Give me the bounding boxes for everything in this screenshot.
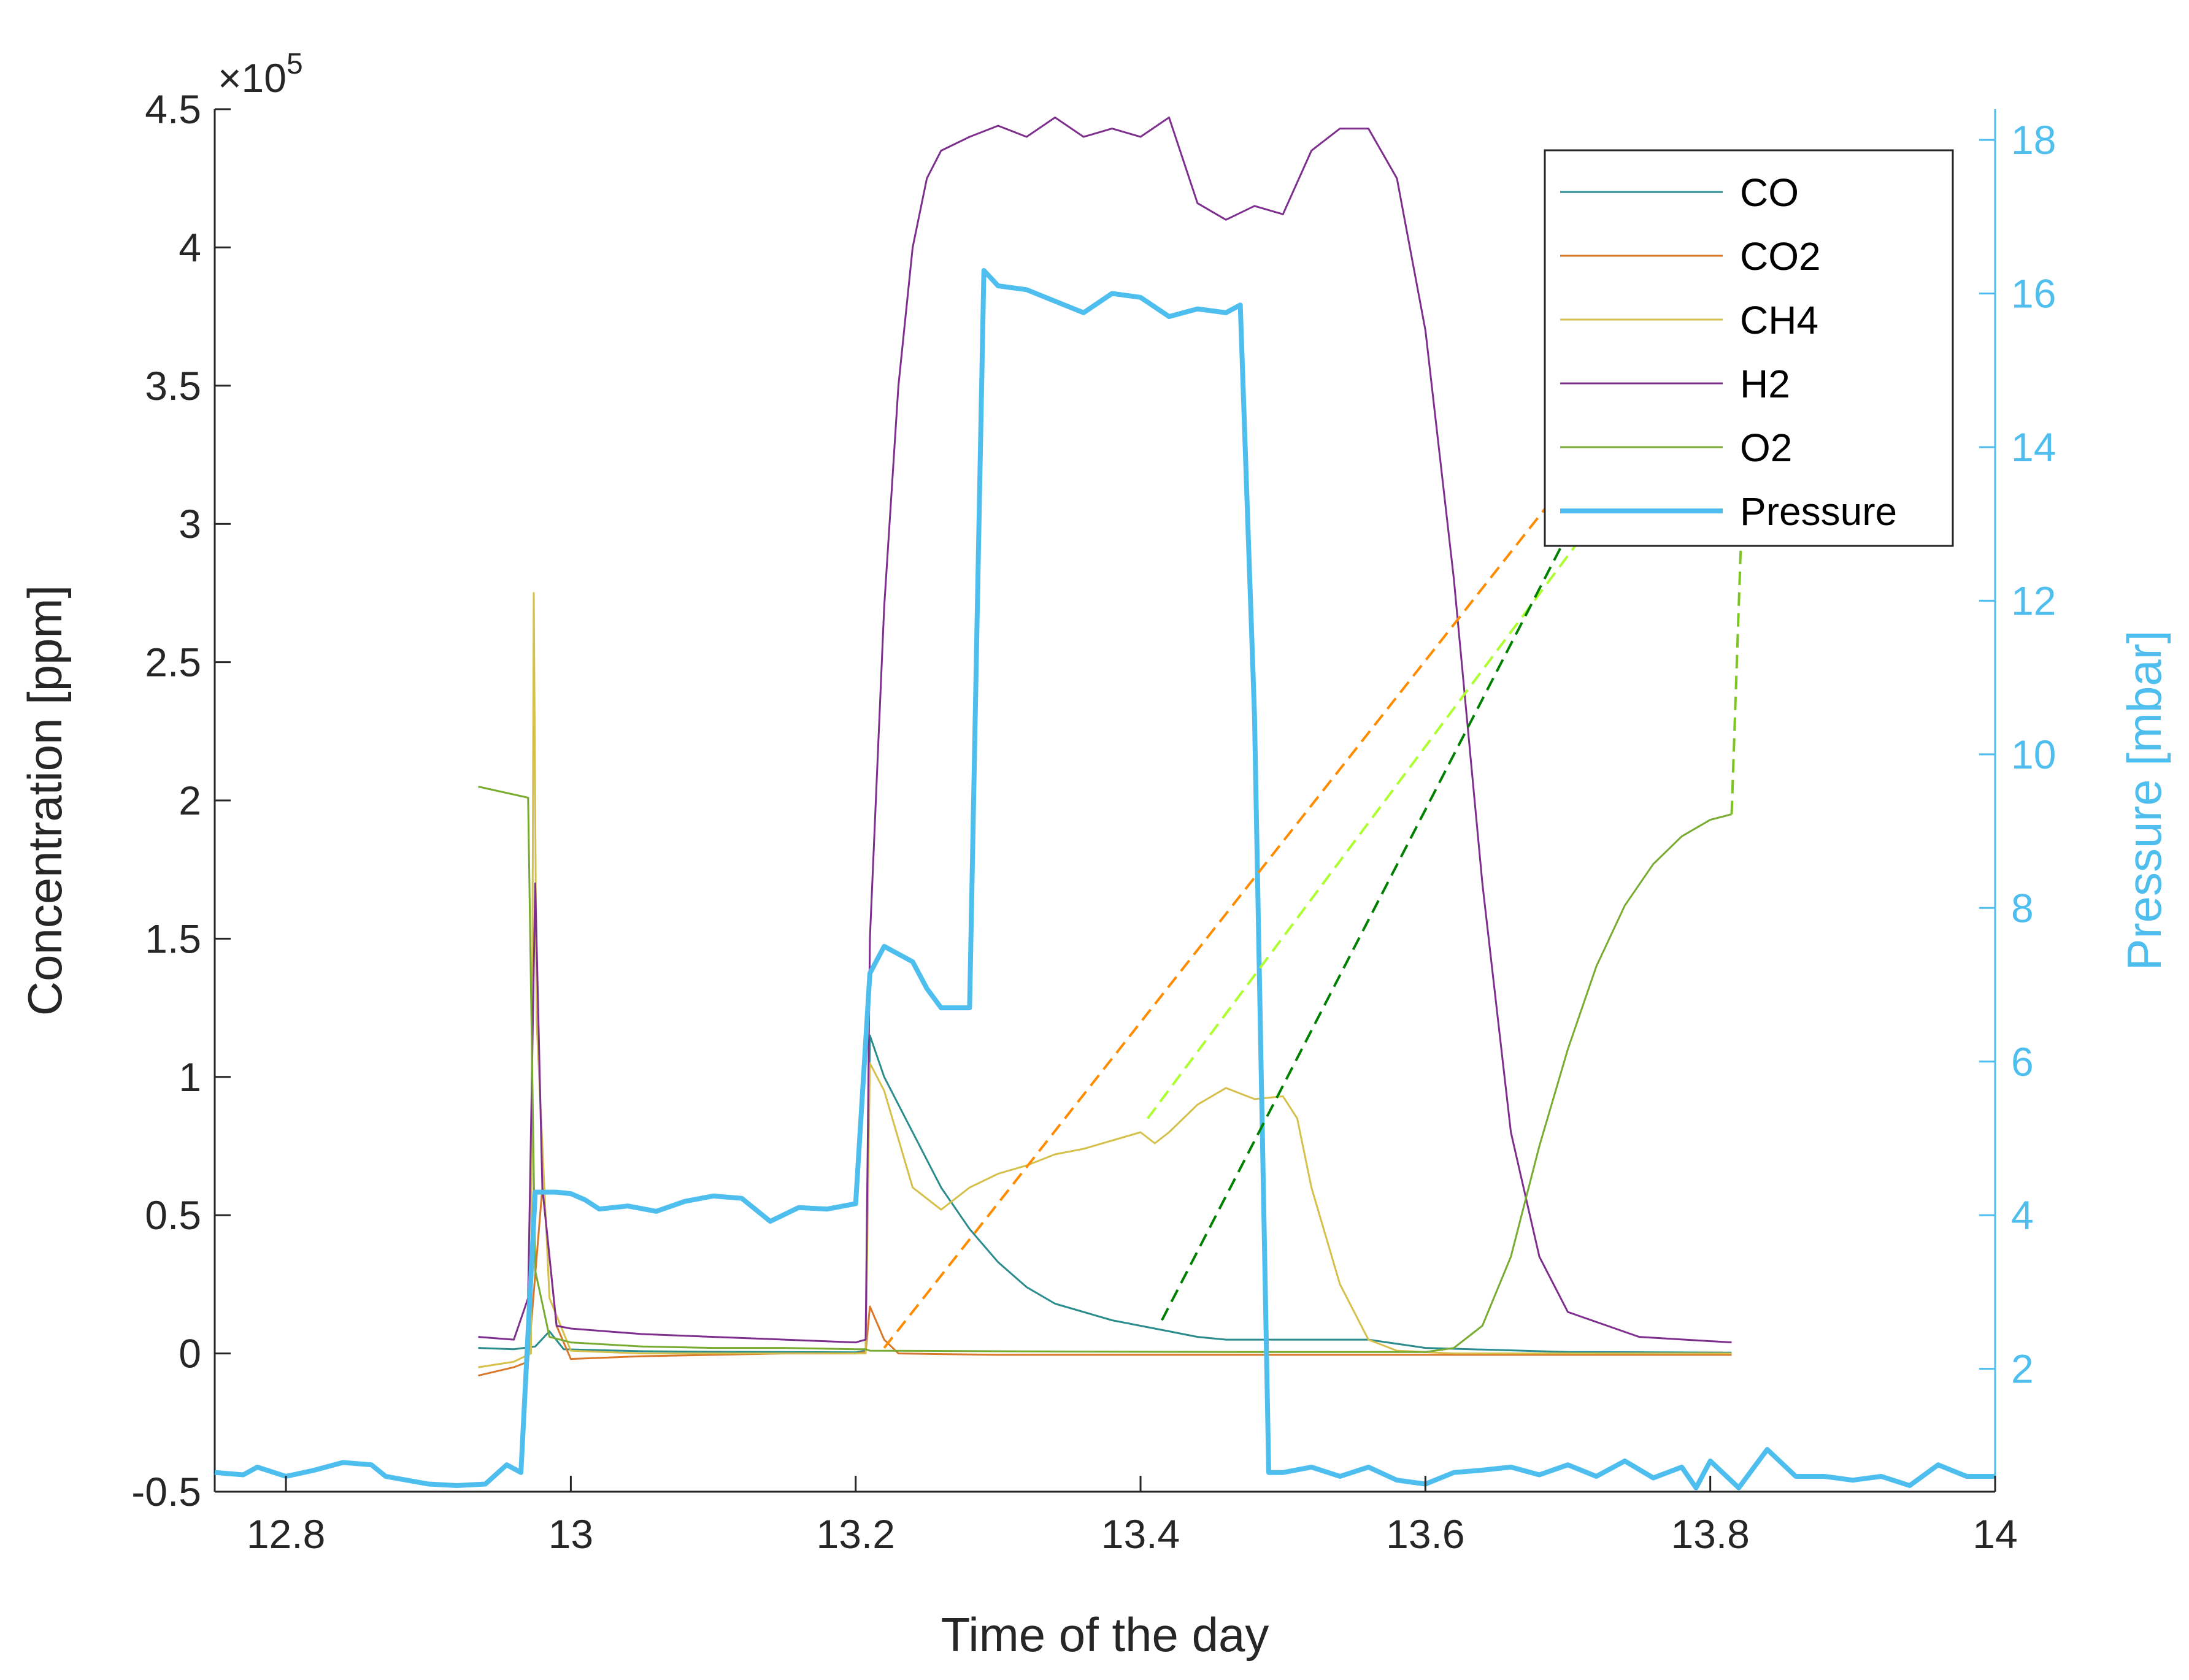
ticks-layer: 12.8 13 13.2 13.4 13.6 13.8 14 -0.5 0 0.5 1 1.5 2 2.5…	[131, 86, 2056, 1557]
left-y-tick-label: 0	[179, 1331, 201, 1376]
series-line-ch4	[478, 592, 1732, 1368]
x-tick-label: 13.8	[1671, 1511, 1749, 1557]
left-y-tick-label: 4	[179, 224, 201, 270]
series-line-o2	[478, 786, 1732, 1353]
right-y-tick-label: 4	[2011, 1192, 2034, 1238]
legend-label-co2: CO2	[1740, 234, 1821, 278]
left-y-tick-label: 3.5	[145, 363, 201, 408]
right-y-tick-label: 10	[2011, 732, 2056, 777]
legend-box	[1544, 149, 1954, 547]
right-y-tick-label: 6	[2011, 1039, 2034, 1084]
right-y-tick-label: 8	[2011, 885, 2034, 930]
left-y-axis-title: Concentration [ppm]	[18, 585, 72, 1016]
right-y-tick-label: 18	[2011, 117, 2056, 163]
left-y-tick-label: -0.5	[131, 1469, 201, 1514]
legend-label-co: CO	[1740, 171, 1799, 215]
exponent-power: 5	[287, 48, 303, 80]
exponent-base: ×10	[218, 55, 287, 101]
legend: CO CO2 CH4 H2 O2 Pressure	[1544, 149, 1954, 547]
series-line-co	[478, 1034, 1732, 1354]
legend-label-ch4: CH4	[1740, 298, 1818, 342]
right-y-tick-label: 16	[2011, 271, 2056, 316]
left-y-tick-label: 2	[179, 778, 201, 823]
left-y-tick-label: 4.5	[145, 86, 201, 132]
x-tick-label: 13	[548, 1511, 593, 1557]
right-y-axis-title: Pressure [mbar]	[2117, 631, 2171, 971]
series-line-pressure	[214, 268, 1995, 1490]
legend-label-o2: O2	[1740, 426, 1792, 470]
left-y-tick-label: 3	[179, 501, 201, 547]
x-axis-title: Time of the day	[941, 1608, 1269, 1662]
x-tick-label: 13.6	[1386, 1511, 1464, 1557]
right-y-tick-label: 14	[2011, 424, 2056, 470]
x-tick-label: 14	[1972, 1511, 2017, 1557]
annotation-line-co	[1161, 191, 1745, 1321]
left-axis-exponent: ×105	[218, 48, 303, 101]
right-y-tick-label: 2	[2011, 1346, 2034, 1392]
right-y-tick-label: 12	[2011, 578, 2056, 623]
x-tick-label: 13.4	[1101, 1511, 1180, 1557]
series-line-h2	[478, 117, 1732, 1344]
left-y-tick-label: 1.5	[145, 916, 201, 961]
left-y-tick-label: 1	[179, 1054, 201, 1100]
legend-label-h2: H2	[1740, 362, 1790, 406]
left-y-tick-label: 0.5	[145, 1192, 201, 1238]
legend-label-pressure: Pressure	[1740, 489, 1897, 534]
left-y-tick-label: 2.5	[145, 640, 201, 685]
x-tick-label: 13.2	[816, 1511, 894, 1557]
x-tick-label: 12.8	[247, 1511, 325, 1557]
